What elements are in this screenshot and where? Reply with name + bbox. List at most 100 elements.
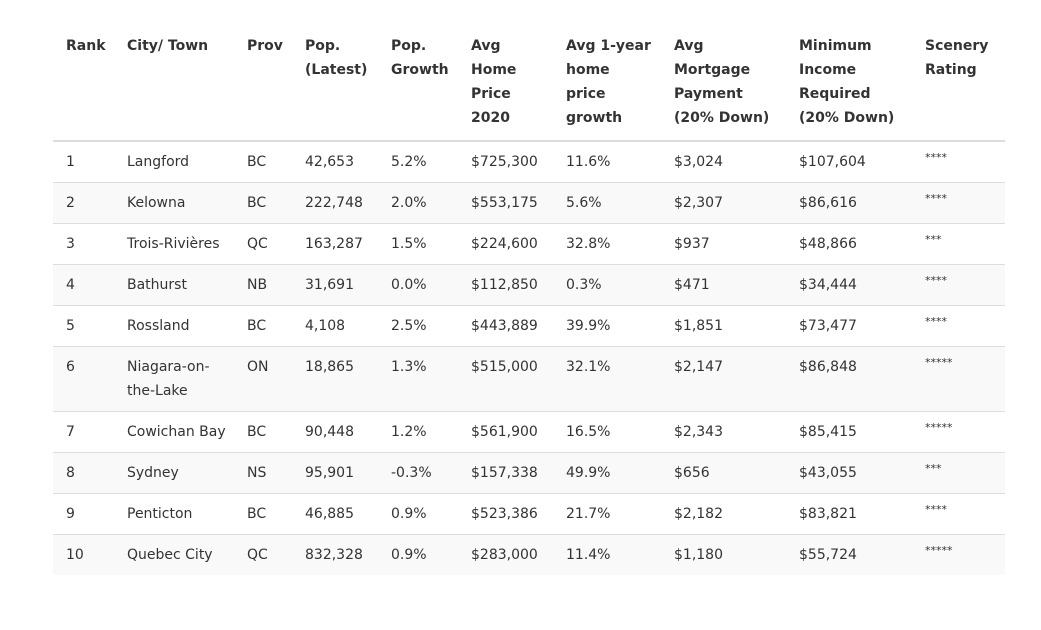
cell-rank: 9: [53, 493, 114, 535]
table-row: 3 Trois-Rivières QC 163,287 1.5% $224,600 32.8…: [53, 223, 1005, 265]
cell-avg-price: $283,000: [458, 534, 553, 575]
cell-price-growth: 11.4%: [553, 534, 661, 575]
table-row: 1 Langford BC 42,653 5.2% $725,300 11.6% $3,024…: [53, 140, 1005, 183]
cell-city: Trois-Rivières: [114, 223, 234, 265]
header-prov: Prov: [234, 30, 292, 142]
cell-scenery: ****: [912, 140, 1005, 183]
cell-avg-price: $725,300: [458, 140, 553, 183]
cell-price-growth: 49.9%: [553, 452, 661, 494]
cell-city: Cowichan Bay: [114, 411, 234, 453]
cell-pop-growth: 0.0%: [378, 264, 458, 306]
cell-pop: 46,885: [292, 493, 378, 535]
cell-price-growth: 11.6%: [553, 140, 661, 183]
cell-scenery: ****: [912, 305, 1005, 347]
cell-scenery: ****: [912, 182, 1005, 224]
cell-prov: QC: [234, 223, 292, 265]
cell-scenery: ***: [912, 223, 1005, 265]
cell-prov: BC: [234, 182, 292, 224]
cell-min-income: $73,477: [786, 305, 912, 347]
cell-rank: 1: [53, 140, 114, 183]
cell-avg-price: $157,338: [458, 452, 553, 494]
cell-price-growth: 32.8%: [553, 223, 661, 265]
cell-city: Penticton: [114, 493, 234, 535]
cell-price-growth: 16.5%: [553, 411, 661, 453]
cell-rank: 4: [53, 264, 114, 306]
cell-min-income: $86,848: [786, 346, 912, 412]
cell-prov: NB: [234, 264, 292, 306]
cell-avg-price: $112,850: [458, 264, 553, 306]
cell-scenery: *****: [912, 411, 1005, 453]
table-row: 8 Sydney NS 95,901 -0.3% $157,338 49.9% $656 $43…: [53, 452, 1005, 494]
cell-min-income: $55,724: [786, 534, 912, 575]
table-row: 6 Niagara-on-the-Lake ON 18,865 1.3% $515,000…: [53, 346, 1005, 412]
header-min-income: Minimum Income Required (20% Down): [786, 30, 912, 142]
cell-city: Niagara-on-the-Lake: [114, 346, 234, 412]
cell-prov: NS: [234, 452, 292, 494]
cell-min-income: $107,604: [786, 140, 912, 183]
cell-avg-price: $553,175: [458, 182, 553, 224]
cell-mortgage: $937: [661, 223, 786, 265]
cell-price-growth: 32.1%: [553, 346, 661, 412]
cell-pop-growth: 0.9%: [378, 534, 458, 575]
cell-pop: 42,653: [292, 140, 378, 183]
cell-min-income: $48,866: [786, 223, 912, 265]
cell-prov: BC: [234, 493, 292, 535]
table-row: 7 Cowichan Bay BC 90,448 1.2% $561,900 16.5% $2…: [53, 411, 1005, 453]
cell-mortgage: $2,182: [661, 493, 786, 535]
cell-city: Kelowna: [114, 182, 234, 224]
header-scenery: Scenery Rating: [912, 30, 1005, 142]
cell-pop-growth: 1.2%: [378, 411, 458, 453]
header-rank: Rank: [53, 30, 114, 142]
cell-pop: 163,287: [292, 223, 378, 265]
header-avg-price: Avg Home Price 2020: [458, 30, 553, 142]
cell-avg-price: $523,386: [458, 493, 553, 535]
cell-city: Sydney: [114, 452, 234, 494]
cell-pop-growth: 5.2%: [378, 140, 458, 183]
cell-pop: 4,108: [292, 305, 378, 347]
cell-pop: 31,691: [292, 264, 378, 306]
cell-rank: 2: [53, 182, 114, 224]
table-row: 9 Penticton BC 46,885 0.9% $523,386 21.7% $2,18…: [53, 493, 1005, 535]
cell-city: Bathurst: [114, 264, 234, 306]
cell-mortgage: $2,307: [661, 182, 786, 224]
cell-pop-growth: 1.5%: [378, 223, 458, 265]
cell-mortgage: $3,024: [661, 140, 786, 183]
header-price-growth: Avg 1-year home price growth: [553, 30, 661, 142]
cell-rank: 10: [53, 534, 114, 575]
cell-pop-growth: 0.9%: [378, 493, 458, 535]
table-row: 4 Bathurst NB 31,691 0.0% $112,850 0.3% $471 $34…: [53, 264, 1005, 306]
cell-scenery: ****: [912, 264, 1005, 306]
header-mortgage: Avg Mortgage Payment (20% Down): [661, 30, 786, 142]
cell-mortgage: $2,343: [661, 411, 786, 453]
cell-avg-price: $515,000: [458, 346, 553, 412]
cell-scenery: ****: [912, 493, 1005, 535]
cell-mortgage: $471: [661, 264, 786, 306]
cell-avg-price: $443,889: [458, 305, 553, 347]
cell-min-income: $43,055: [786, 452, 912, 494]
cell-price-growth: 5.6%: [553, 182, 661, 224]
cell-pop-growth: 2.5%: [378, 305, 458, 347]
cell-scenery: ***: [912, 452, 1005, 494]
cell-rank: 8: [53, 452, 114, 494]
header-pop: Pop. (Latest): [292, 30, 378, 142]
cell-scenery: *****: [912, 534, 1005, 575]
cell-mortgage: $656: [661, 452, 786, 494]
table-row: 10 Quebec City QC 832,328 0.9% $283,000 11.4% $…: [53, 534, 1005, 575]
cell-mortgage: $1,180: [661, 534, 786, 575]
cell-pop: 95,901: [292, 452, 378, 494]
cell-rank: 3: [53, 223, 114, 265]
cell-min-income: $83,821: [786, 493, 912, 535]
cell-price-growth: 39.9%: [553, 305, 661, 347]
cell-pop: 832,328: [292, 534, 378, 575]
cell-city: Quebec City: [114, 534, 234, 575]
cell-pop: 90,448: [292, 411, 378, 453]
cell-rank: 6: [53, 346, 114, 412]
cell-avg-price: $224,600: [458, 223, 553, 265]
cell-rank: 5: [53, 305, 114, 347]
cell-pop-growth: -0.3%: [378, 452, 458, 494]
table-header-row: Rank City/ Town Prov Pop. (Latest) Pop. Grow…: [53, 30, 1005, 142]
cell-prov: QC: [234, 534, 292, 575]
cell-city: Langford: [114, 140, 234, 183]
cell-price-growth: 0.3%: [553, 264, 661, 306]
cell-min-income: $34,444: [786, 264, 912, 306]
